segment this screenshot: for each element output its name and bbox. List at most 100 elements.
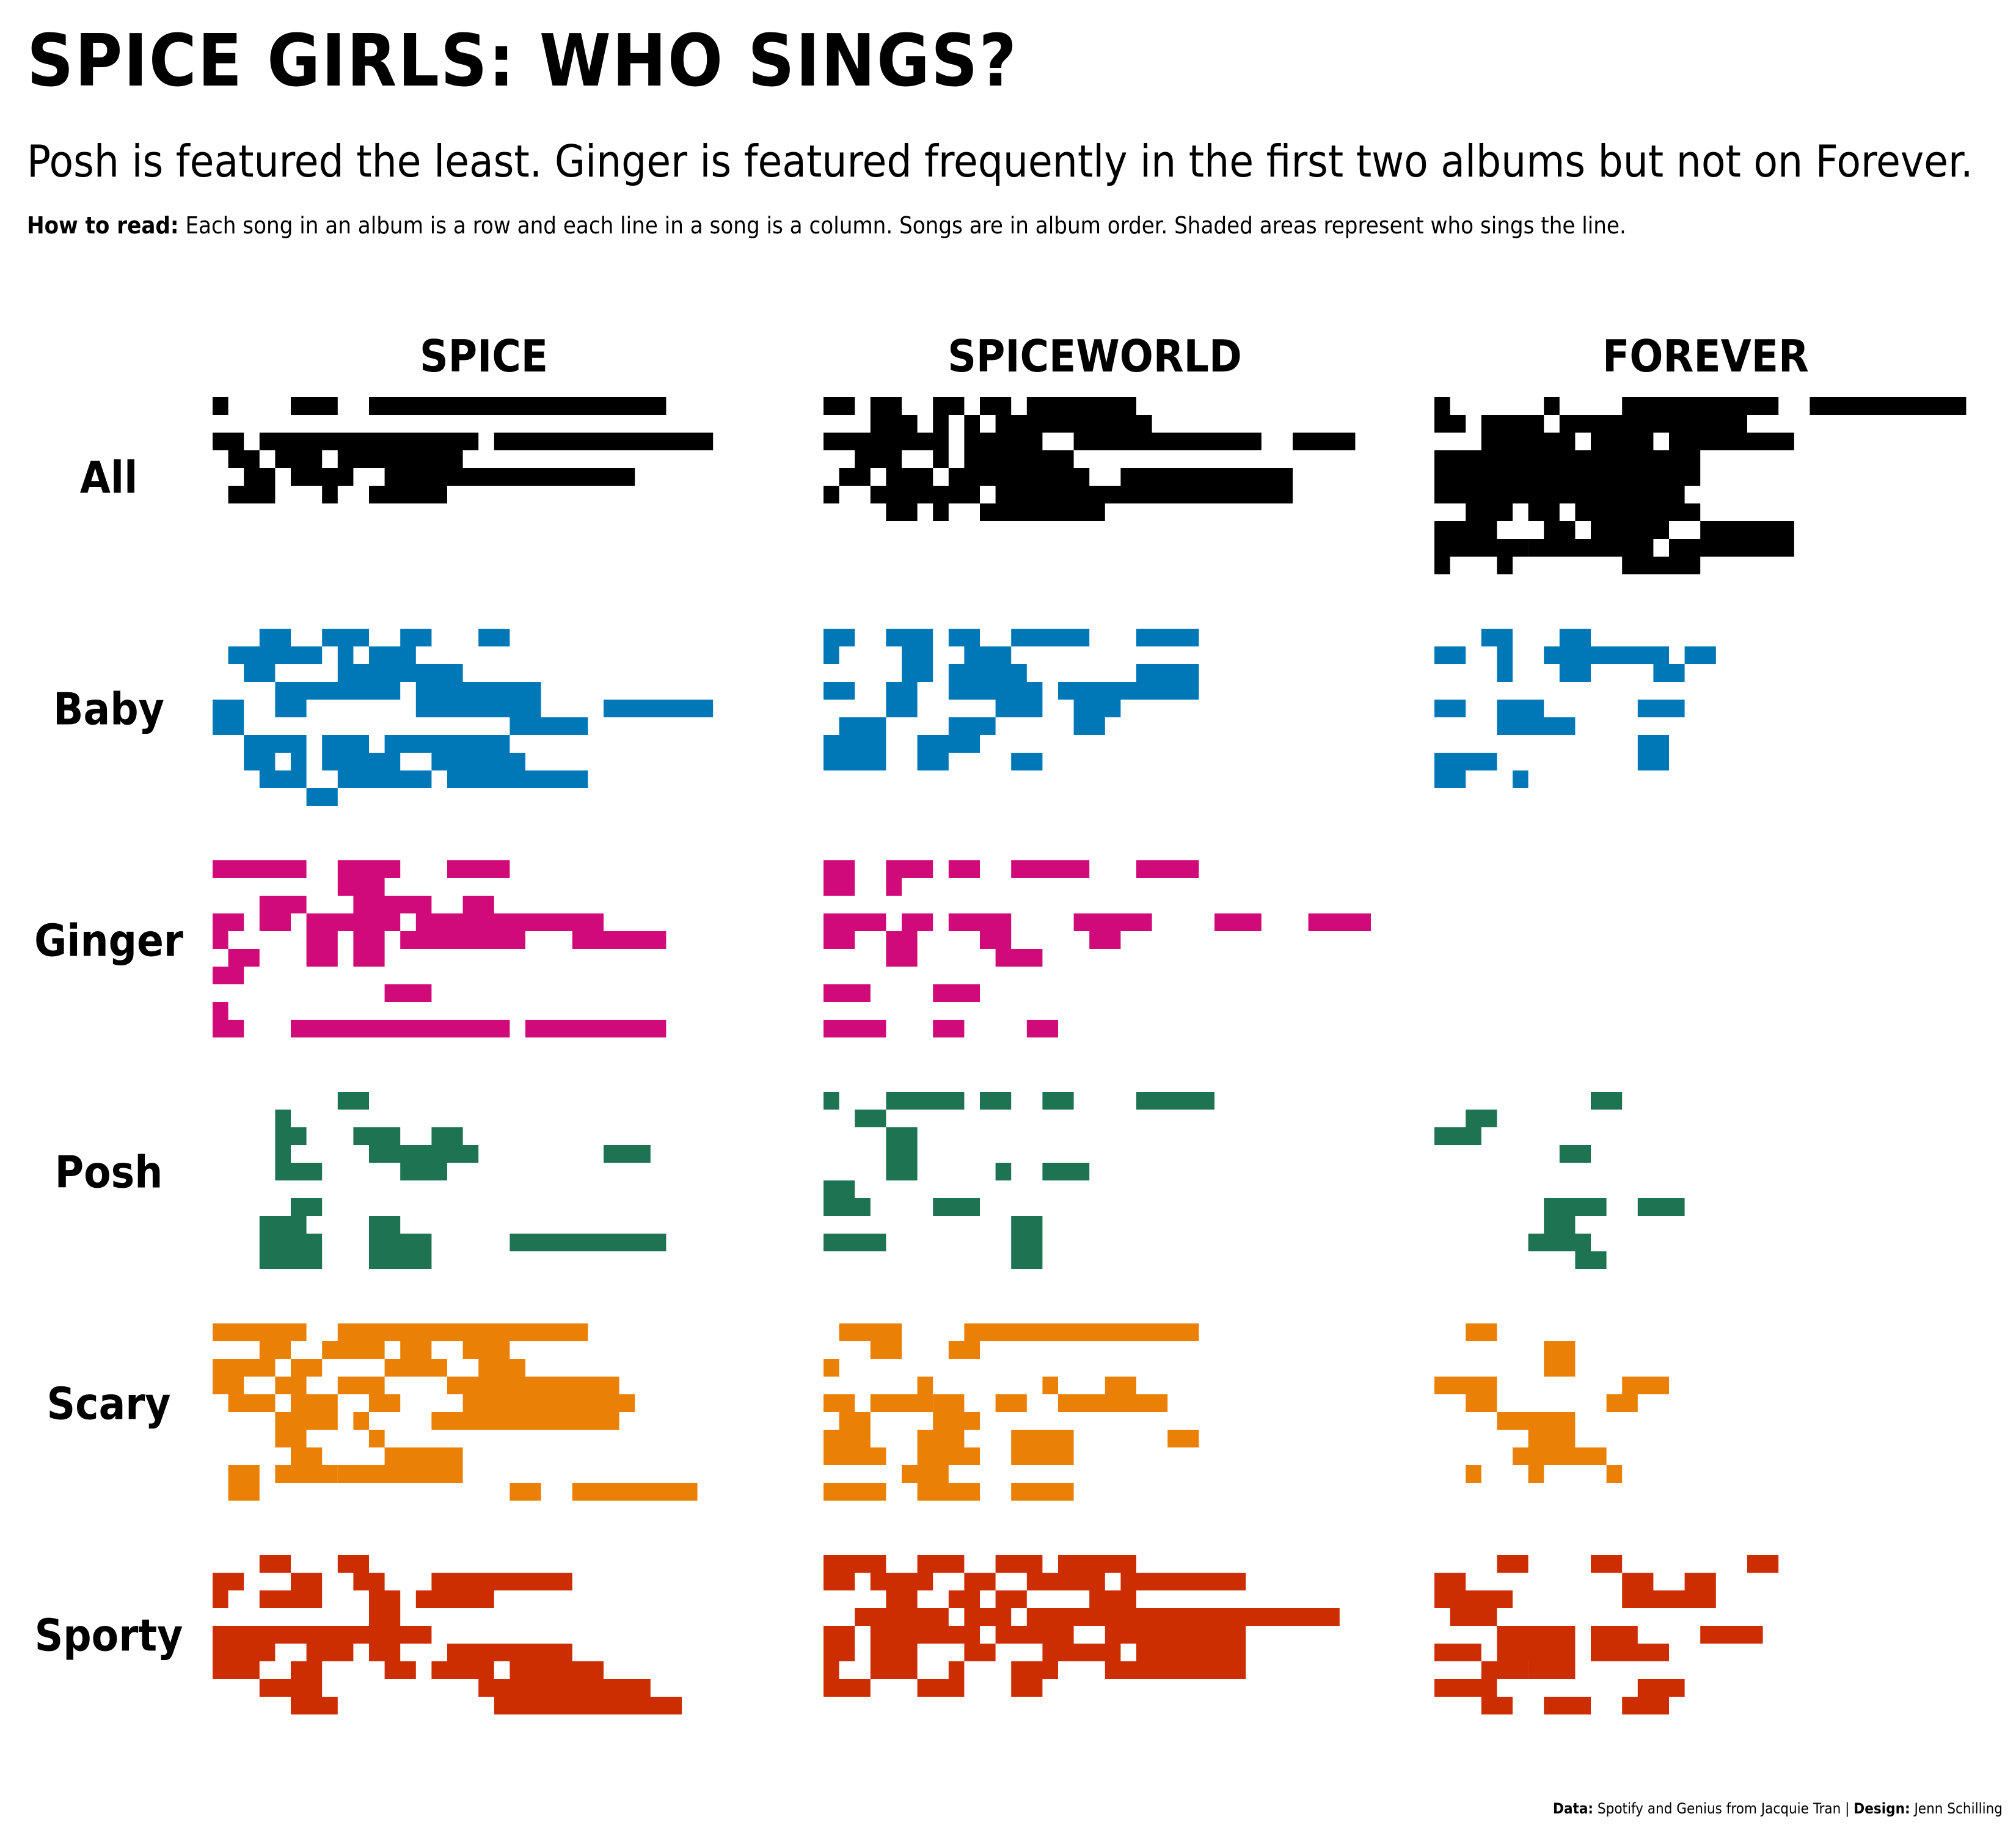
cell-sporty-spiceworld-song1-lines1-4 [824,1555,886,1573]
cell-all-forever-song1-lines13-22 [1622,397,1779,415]
cell-sporty-spice-song6-lines7-9 [306,1644,354,1661]
cell-ginger-spiceworld-song5-lines18-19 [1089,931,1121,949]
cell-sporty-spiceworld-song1-lines16-20 [1058,1555,1136,1573]
cell-sporty-spice-song9-lines6-8 [291,1697,338,1714]
cell-baby-spiceworld-song4-lines16-24 [1058,682,1199,700]
cell-sporty-forever-song2-lines13-14 [1622,1573,1654,1590]
cell-sporty-forever-song1-lines21-22 [1747,1555,1779,1573]
cell-posh-spiceworld-song7-lines8-10 [933,1198,980,1216]
cell-scary-spice-song10-lines20-21 [509,1483,541,1501]
cell-posh-spice-song2-lines5-5 [275,1110,291,1127]
cell-sporty-spiceworld-song6-lines10-11 [964,1644,996,1661]
cell-baby-spiceworld-song1-lines9-10 [948,629,980,646]
cell-baby-spiceworld-song5-lines12-14 [995,700,1043,717]
cell-sporty-forever-song8-lines1-4 [1434,1679,1497,1697]
cell-posh-spiceworld-song1-lines21-25 [1136,1092,1214,1110]
cell-ginger-spiceworld-song6-lines12-14 [995,949,1043,967]
cell-scary-spiceworld-song4-lines15-15 [1042,1377,1058,1394]
how-to-read: How to read: Each song in an album is a … [27,214,1626,237]
cell-posh-forever-song4-lines9-10 [1559,1145,1591,1163]
cell-baby-spice-song9-lines16-24 [447,770,588,788]
cell-ginger-spiceworld-song2-lines5-5 [886,878,902,896]
cell-ginger-spiceworld-song4-lines26-28 [1214,913,1262,931]
cell-baby-forever-song3-lines9-10 [1559,664,1591,682]
cell-sporty-forever-song1-lines11-12 [1591,1555,1623,1573]
cell-scary-spice-song10-lines2-3 [228,1483,260,1501]
cell-posh-spice-song9-lines20-29 [509,1234,667,1251]
cell-baby-spiceworld-song6-lines2-4 [839,717,886,735]
cell-baby-spice-song10-lines7-8 [306,788,338,806]
cell-scary-spiceworld-song5-lines16-22 [1058,1394,1168,1412]
cell-sporty-spice-song2-lines1-2 [213,1573,244,1590]
cell-scary-spice-song6-lines15-26 [431,1412,619,1430]
cell-baby-spiceworld-song5-lines5-6 [886,700,918,717]
cell-all-forever-song1-lines8-8 [1544,397,1560,415]
chart-title: SPICE GIRLS: WHO SINGS? [27,18,1018,103]
cell-baby-forever-song9-lines1-2 [1434,770,1466,788]
cell-ginger-spice-song4-lines1-2 [213,913,244,931]
cell-sporty-spice-song8-lines4-7 [259,1679,323,1697]
cell-posh-spiceworld-song5-lines5-6 [886,1163,918,1180]
cell-posh-spiceworld-song8-lines13-14 [1011,1216,1043,1234]
cell-scary-spice-song6-lines5-8 [275,1412,338,1430]
cell-sporty-spiceworld-song3-lines18-20 [1089,1590,1136,1608]
cell-baby-spiceworld-song1-lines13-17 [1011,629,1090,646]
cell-sporty-spiceworld-song3-lines5-6 [886,1590,918,1608]
cell-baby-spiceworld-song7-lines7-10 [917,735,980,753]
cell-ginger-spice-song6-lines2-3 [228,949,260,967]
cell-sporty-spice-song2-lines6-7 [291,1573,323,1590]
cell-all-spiceworld-song1-lines11-12 [980,397,1012,415]
cell-sporty-forever-song6-lines1-3 [1434,1644,1481,1661]
cell-posh-forever-song7-lines14-16 [1637,1198,1685,1216]
how-to-read-text: Each song in an album is a row and each … [185,212,1626,239]
cell-posh-spice-song1-lines9-10 [337,1092,369,1110]
cell-sporty-spiceworld-song8-lines1-3 [824,1679,871,1697]
cell-scary-spiceworld-song8-lines7-10 [917,1447,980,1465]
cell-scary-spice-song9-lines11-16 [369,1465,463,1483]
cell-sporty-spiceworld-song6-lines21-27 [1136,1644,1246,1661]
cell-scary-spice-song4-lines16-26 [447,1377,619,1394]
how-to-read-label: How to read: [27,212,179,239]
cell-baby-forever-song2-lines17-18 [1684,646,1716,664]
cell-posh-spice-song3-lines10-12 [353,1127,401,1145]
cell-sporty-forever-song6-lines11-15 [1591,1644,1669,1661]
cell-posh-forever-song9-lines7-10 [1528,1234,1591,1251]
cell-scary-spiceworld-song1-lines2-5 [839,1323,902,1341]
cell-scary-spice-song3-lines18-20 [478,1359,525,1377]
cell-baby-spice-song4-lines5-12 [275,682,401,700]
cell-posh-spice-song3-lines5-6 [275,1127,307,1145]
cell-all-spiceworld-song3-lines31-34 [1293,433,1356,450]
cell-scary-spice-song2-lines17-19 [462,1341,510,1359]
cell-posh-spiceworld-song10-lines13-14 [1011,1251,1043,1269]
cell-all-forever-song9-lines16-23 [1669,539,1794,557]
cell-scary-spiceworld-song4-lines19-20 [1105,1377,1136,1394]
cell-scary-spiceworld-song2-lines9-10 [948,1341,980,1359]
cell-all-spice-song4-lines2-3 [228,450,260,468]
cell-sporty-spiceworld-song8-lines7-9 [917,1679,965,1697]
cell-baby-spice-song1-lines13-14 [400,629,432,646]
cell-sporty-spice-song6-lines11-12 [369,1644,401,1661]
cell-all-spice-song4-lines5-7 [275,450,323,468]
cell-ginger-spiceworld-song10-lines1-4 [824,1020,886,1037]
cell-sporty-forever-song2-lines1-2 [1434,1573,1466,1590]
cell-all-forever-song8-lines18-23 [1700,521,1794,539]
cell-all-forever-song9-lines1-6 [1434,539,1528,557]
caption-separator: | [1845,1800,1850,1817]
cell-all-forever-song2-lines9-20 [1559,415,1747,433]
cell-scary-spice-song3-lines12-15 [384,1359,447,1377]
cell-posh-forever-song8-lines8-9 [1544,1216,1576,1234]
cell-baby-spiceworld-song8-lines13-14 [1011,753,1043,770]
cell-ginger-spice-song5-lines13-20 [400,931,525,949]
cell-baby-forever-song9-lines6-6 [1513,770,1528,788]
cell-all-forever-song8-lines8-9 [1544,521,1576,539]
cell-ginger-spiceworld-song2-lines1-2 [824,878,855,896]
cell-scary-forever-song6-lines5-9 [1497,1412,1576,1430]
cell-baby-forever-song5-lines14-16 [1637,700,1685,717]
cell-all-spice-song3-lines19-32 [494,433,714,450]
cell-ginger-spiceworld-song6-lines5-6 [886,949,918,967]
cell-baby-spice-song7-lines8-10 [322,735,369,753]
cell-scary-forever-song4-lines1-4 [1434,1377,1497,1394]
cell-baby-spice-song7-lines3-6 [244,735,307,753]
cell-scary-spiceworld-song2-lines4-5 [870,1341,902,1359]
